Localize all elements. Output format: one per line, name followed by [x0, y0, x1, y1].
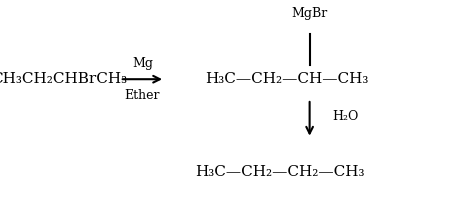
Text: H₂O: H₂O [331, 110, 358, 123]
Text: CH₃CH₂CHBrCH₃: CH₃CH₂CHBrCH₃ [0, 72, 127, 86]
Text: H₃C—CH₂—CH₂—CH₃: H₃C—CH₂—CH₂—CH₃ [195, 165, 364, 179]
Text: MgBr: MgBr [291, 7, 327, 20]
Text: Mg: Mg [132, 57, 152, 70]
Text: H₃C—CH₂—CH—CH₃: H₃C—CH₂—CH—CH₃ [205, 72, 368, 86]
Text: Ether: Ether [124, 89, 160, 102]
